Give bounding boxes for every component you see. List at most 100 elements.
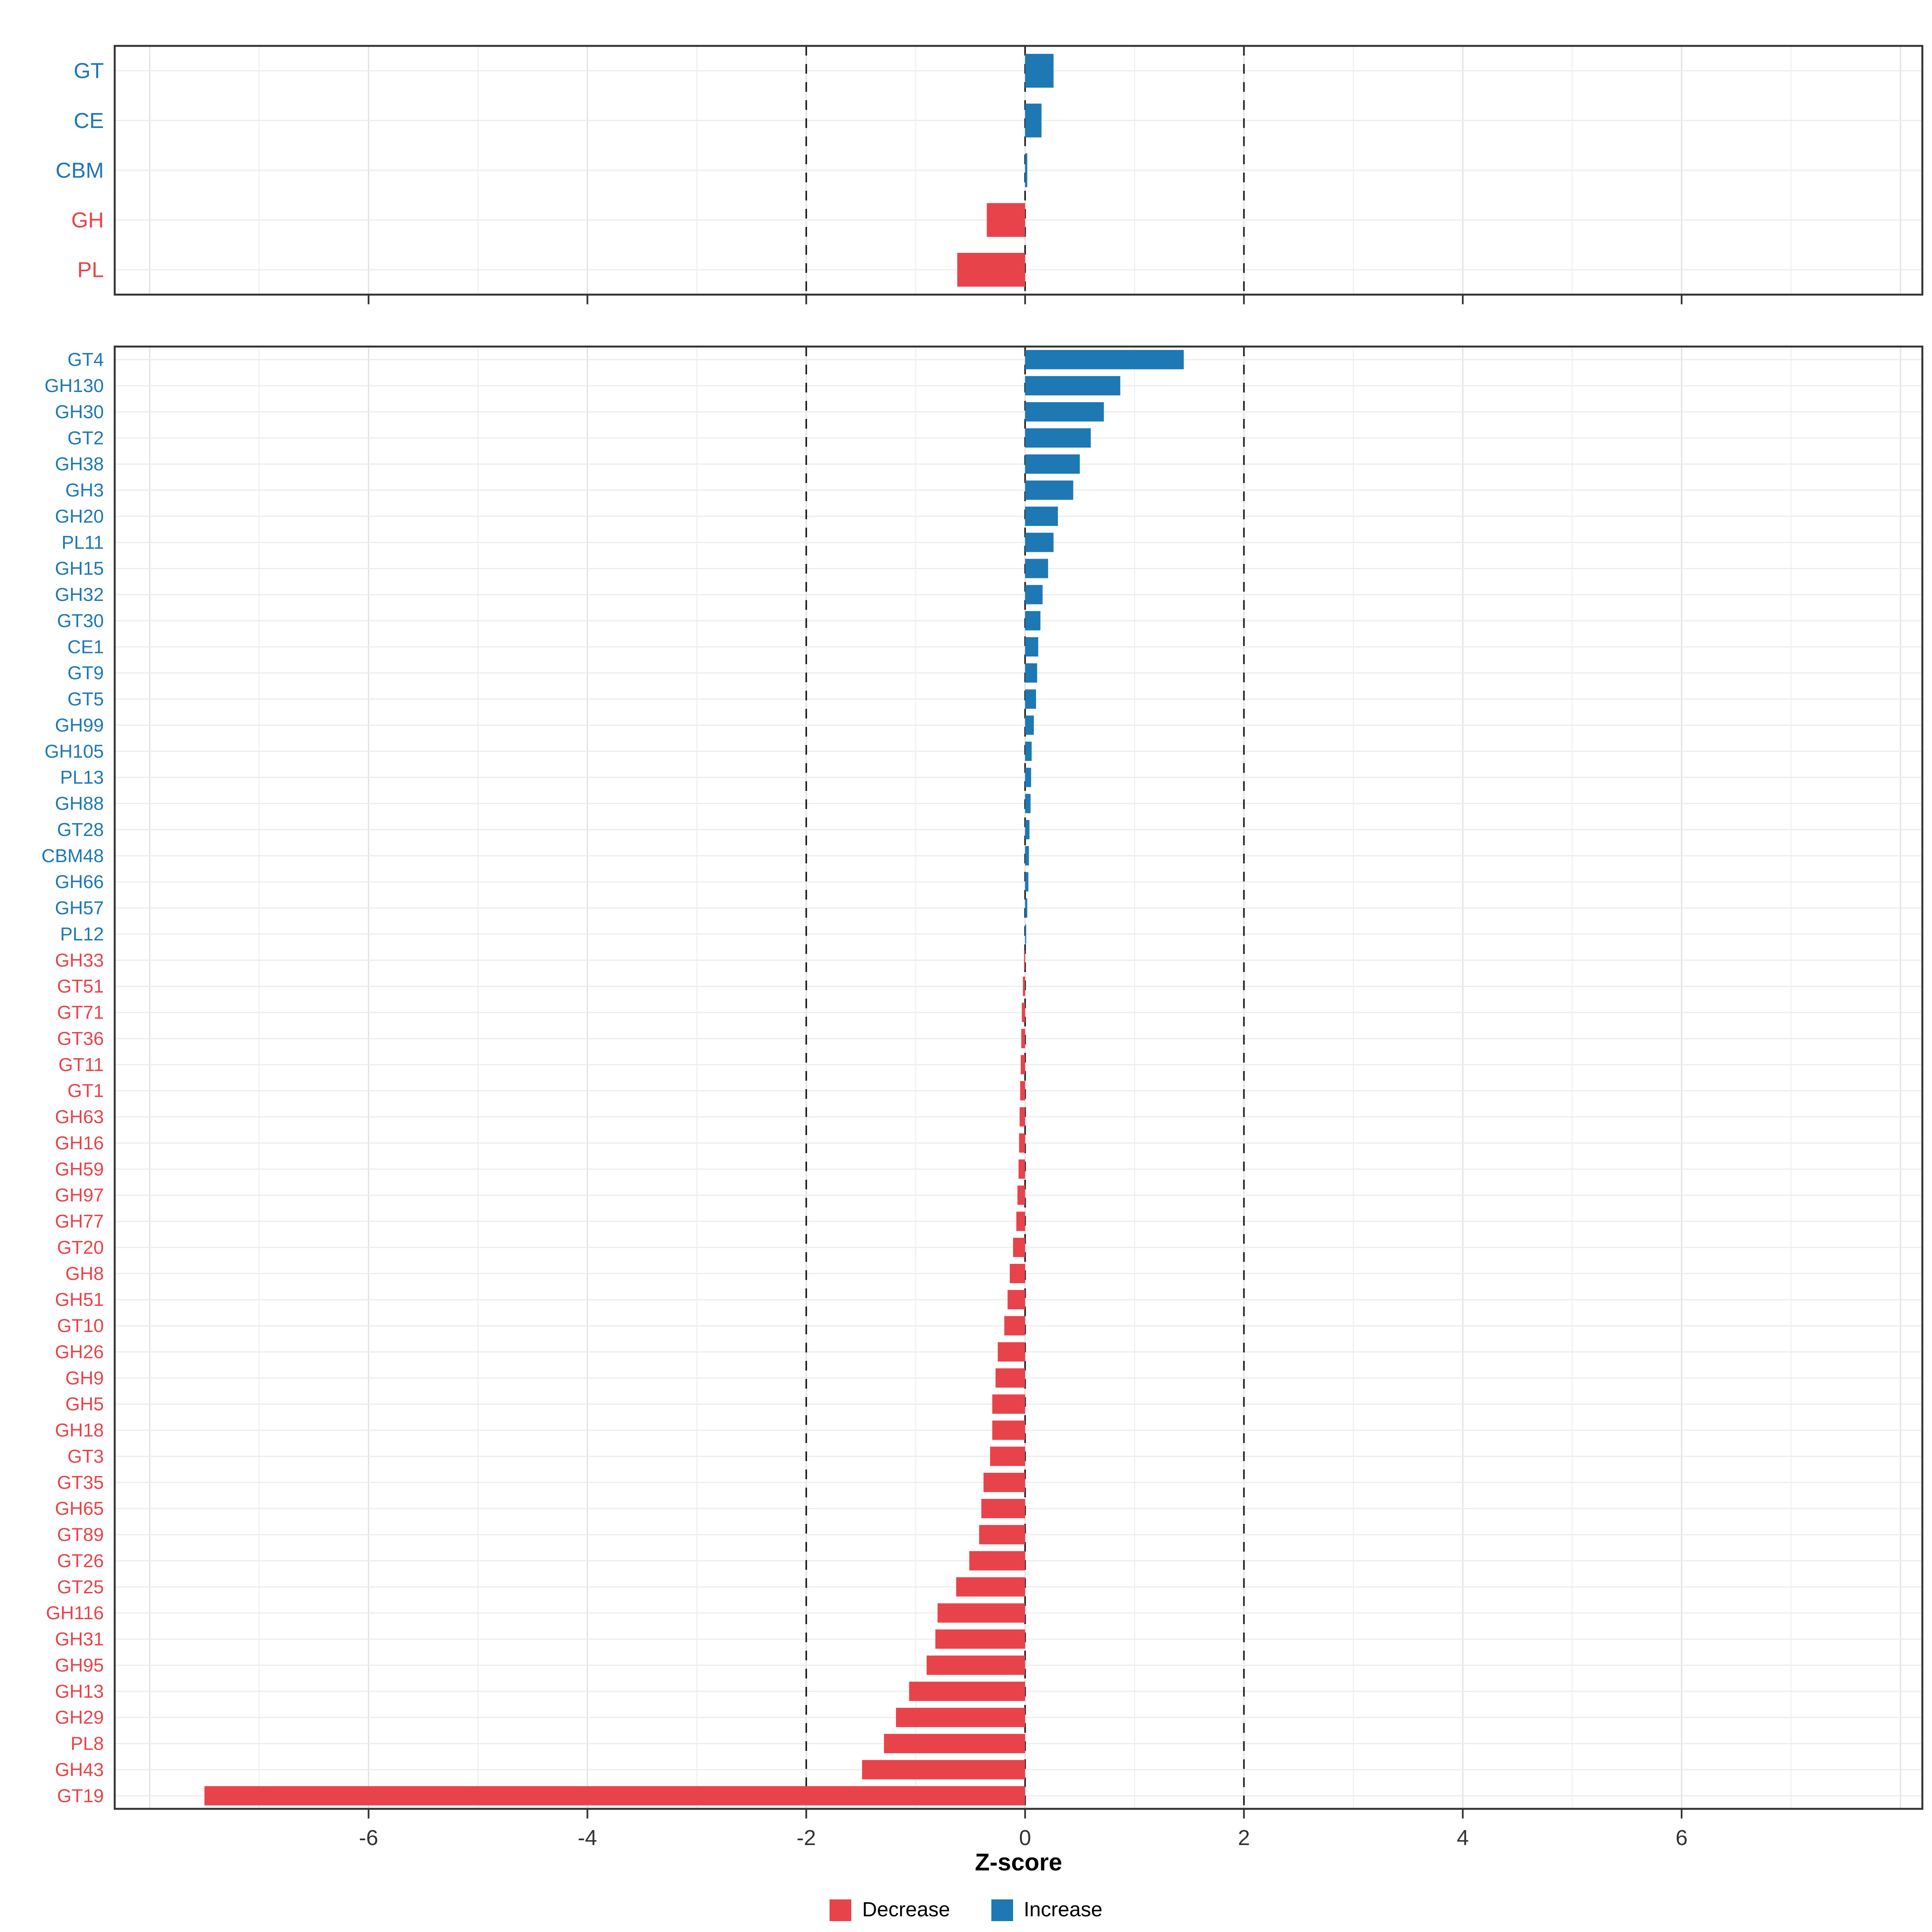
legend-item-increase: Increase [991,1898,1102,1922]
bar-CE [1025,103,1042,138]
ytick-GT30: GT30 [57,610,104,631]
bar-GH88 [1025,794,1031,813]
bar-GH26 [997,1342,1025,1362]
bar-GH99 [1025,715,1034,735]
bar-GH65 [981,1499,1025,1518]
ytick-PL: PL [77,258,104,282]
ytick-GH26: GH26 [55,1341,104,1362]
bar-GT3 [990,1447,1025,1466]
panel-border-groups [114,45,1924,296]
bar-GH16 [1019,1133,1025,1153]
ytick-GH116: GH116 [46,1602,104,1623]
bar-GH32 [1025,585,1043,605]
ytick-GH16: GH16 [55,1132,104,1153]
bar-PL11 [1025,533,1054,552]
bar-GH13 [909,1682,1025,1701]
bar-GH51 [1007,1290,1025,1309]
bar-GT28 [1025,820,1030,840]
ytick-GH66: GH66 [55,871,104,892]
ytick-GH5: GH5 [65,1393,104,1414]
ytick-CE1: CE1 [68,636,104,657]
bar-PL [957,253,1025,287]
ytick-GH97: GH97 [55,1185,104,1205]
bar-GH130 [1025,376,1121,396]
ytick-GT71: GT71 [57,1002,104,1023]
bar-GT5 [1025,689,1036,709]
bar-GT89 [979,1525,1025,1544]
ytick-GH31: GH31 [55,1629,104,1649]
ytick-GT11: GT11 [58,1054,104,1075]
bar-GT4 [1025,350,1184,369]
x-axis-title: Z-score [975,1850,1062,1876]
bar-GH8 [1009,1264,1025,1284]
legend-item-decrease: Decrease [830,1898,950,1922]
ytick-GH63: GH63 [55,1106,104,1127]
bar-PL12 [1025,924,1026,944]
ytick-CBM48: CBM48 [41,845,104,866]
bar-GT36 [1021,1029,1025,1049]
ytick-GH: GH [71,208,104,232]
ytick-CE: CE [74,109,104,133]
x-tick-label: -2 [797,1826,816,1850]
bar-PL13 [1025,768,1031,787]
ytick-GT51: GT51 [57,976,104,997]
bar-GH9 [995,1368,1025,1388]
bar-GH15 [1025,559,1048,578]
ytick-PL12: PL12 [60,923,104,944]
bar-CE1 [1025,637,1038,657]
legend: Decrease Increase [0,1898,1932,1922]
ytick-GH30: GH30 [55,401,104,422]
bar-GT20 [1013,1238,1025,1257]
ytick-GT20: GT20 [57,1237,104,1258]
bar-GH105 [1025,741,1032,761]
ytick-GT2: GT2 [68,427,104,448]
ytick-GH20: GH20 [55,506,104,526]
bar-GT35 [983,1473,1025,1492]
x-tick-label: -6 [359,1826,378,1850]
panel-border-families [114,345,1924,1810]
ytick-CBM: CBM [56,158,104,182]
ytick-GH51: GH51 [55,1289,104,1310]
bar-GT11 [1020,1055,1025,1075]
ytick-GH65: GH65 [55,1498,104,1519]
x-tick-label: 2 [1238,1826,1250,1850]
bar-CBM48 [1025,846,1029,866]
bar-GT71 [1022,1003,1025,1022]
ytick-GT9: GT9 [68,663,104,683]
bar-GH33 [1024,950,1025,970]
ytick-GH57: GH57 [55,898,104,919]
ytick-GH33: GH33 [55,949,104,970]
bar-GH57 [1025,898,1028,918]
ytick-GH3: GH3 [65,480,104,501]
bar-GH31 [935,1629,1025,1649]
ytick-GH32: GH32 [55,584,104,605]
bar-GT1 [1020,1081,1025,1100]
ytick-PL11: PL11 [62,532,104,553]
legend-label-decrease: Decrease [862,1898,950,1921]
ytick-GH29: GH29 [55,1707,104,1728]
ytick-GT89: GT89 [57,1524,104,1545]
x-tick-label: 0 [1019,1826,1031,1850]
ytick-GH15: GH15 [55,558,104,579]
bar-GT19 [204,1786,1025,1806]
ytick-GH77: GH77 [55,1211,104,1232]
bar-GH5 [992,1394,1025,1414]
bar-GH38 [1025,454,1080,474]
ytick-GH43: GH43 [55,1759,104,1780]
bar-GH77 [1016,1212,1025,1231]
ytick-GT10: GT10 [57,1315,104,1336]
bar-GH20 [1025,506,1058,526]
bar-GH97 [1017,1185,1025,1205]
bar-GH95 [927,1655,1025,1675]
bar-PL8 [884,1734,1025,1753]
ytick-GH95: GH95 [55,1655,104,1676]
ytick-GH18: GH18 [55,1420,104,1441]
ytick-PL13: PL13 [60,767,104,788]
bar-GT10 [1004,1316,1025,1335]
bar-GH59 [1018,1159,1025,1179]
legend-label-increase: Increase [1024,1898,1102,1921]
ytick-GT4: GT4 [68,349,104,370]
